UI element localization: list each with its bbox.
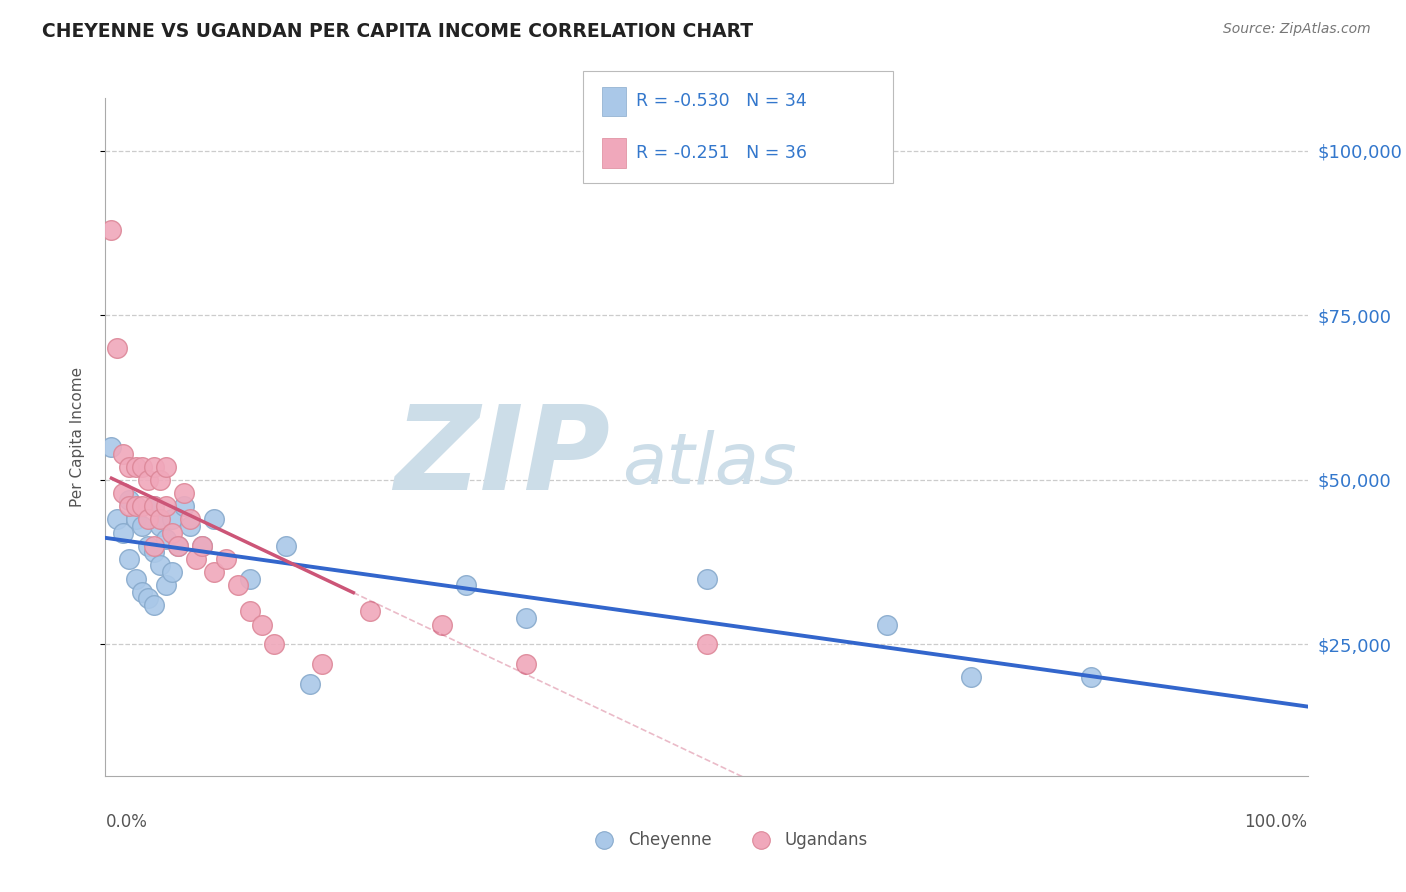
Text: Source: ZipAtlas.com: Source: ZipAtlas.com: [1223, 22, 1371, 37]
Point: [311, 657, 333, 672]
Text: 0.0%: 0.0%: [105, 814, 148, 831]
Point: [173, 499, 195, 513]
Point: [148, 473, 170, 487]
Point: [160, 525, 183, 540]
Point: [696, 637, 718, 651]
Point: [112, 525, 135, 540]
Point: [124, 512, 146, 526]
Point: [131, 519, 153, 533]
Point: [190, 539, 212, 553]
Point: [136, 539, 159, 553]
Point: [148, 512, 170, 526]
Point: [136, 591, 159, 606]
Point: [274, 539, 297, 553]
Point: [263, 637, 285, 651]
Point: [107, 512, 129, 526]
Text: R = -0.530   N = 34: R = -0.530 N = 34: [636, 92, 806, 111]
Text: 100.0%: 100.0%: [1244, 814, 1308, 831]
Point: [179, 519, 201, 533]
Point: [124, 499, 146, 513]
Text: Cheyenne: Cheyenne: [628, 831, 711, 849]
Point: [124, 572, 146, 586]
Text: ZIP: ZIP: [394, 400, 610, 515]
Point: [876, 617, 898, 632]
Point: [359, 605, 381, 619]
Point: [155, 499, 177, 513]
Point: [155, 459, 177, 474]
Point: [160, 565, 183, 579]
Point: [155, 578, 177, 592]
Point: [136, 512, 159, 526]
Point: [118, 499, 141, 513]
Point: [142, 459, 165, 474]
Point: [118, 552, 141, 566]
Text: Ugandans: Ugandans: [785, 831, 868, 849]
Text: R = -0.251   N = 36: R = -0.251 N = 36: [636, 144, 807, 162]
Point: [454, 578, 477, 592]
Point: [166, 539, 188, 553]
Point: [960, 670, 983, 684]
Point: [593, 802, 616, 816]
Point: [136, 473, 159, 487]
Point: [142, 598, 165, 612]
Point: [226, 578, 249, 592]
Point: [112, 446, 135, 460]
Point: [250, 617, 273, 632]
Y-axis label: Per Capita Income: Per Capita Income: [70, 367, 84, 508]
Text: atlas: atlas: [623, 430, 797, 499]
Text: CHEYENNE VS UGANDAN PER CAPITA INCOME CORRELATION CHART: CHEYENNE VS UGANDAN PER CAPITA INCOME CO…: [42, 22, 754, 41]
Point: [107, 341, 129, 355]
Point: [100, 223, 122, 237]
Point: [749, 802, 772, 816]
Point: [179, 512, 201, 526]
Point: [1080, 670, 1102, 684]
Point: [148, 519, 170, 533]
Point: [166, 539, 188, 553]
Point: [142, 539, 165, 553]
Point: [190, 539, 212, 553]
Point: [124, 459, 146, 474]
Point: [202, 565, 225, 579]
Point: [131, 584, 153, 599]
Point: [148, 558, 170, 573]
Point: [118, 459, 141, 474]
Point: [202, 512, 225, 526]
Point: [696, 572, 718, 586]
Point: [184, 552, 207, 566]
Point: [214, 552, 236, 566]
Point: [118, 492, 141, 507]
Point: [142, 499, 165, 513]
Point: [142, 545, 165, 559]
Point: [298, 677, 321, 691]
Point: [155, 532, 177, 546]
Point: [173, 486, 195, 500]
Point: [160, 512, 183, 526]
Point: [142, 499, 165, 513]
Point: [131, 499, 153, 513]
Point: [100, 440, 122, 454]
Point: [515, 657, 537, 672]
Point: [430, 617, 453, 632]
Point: [131, 459, 153, 474]
Point: [515, 611, 537, 625]
Point: [239, 572, 262, 586]
Point: [112, 486, 135, 500]
Point: [239, 605, 262, 619]
